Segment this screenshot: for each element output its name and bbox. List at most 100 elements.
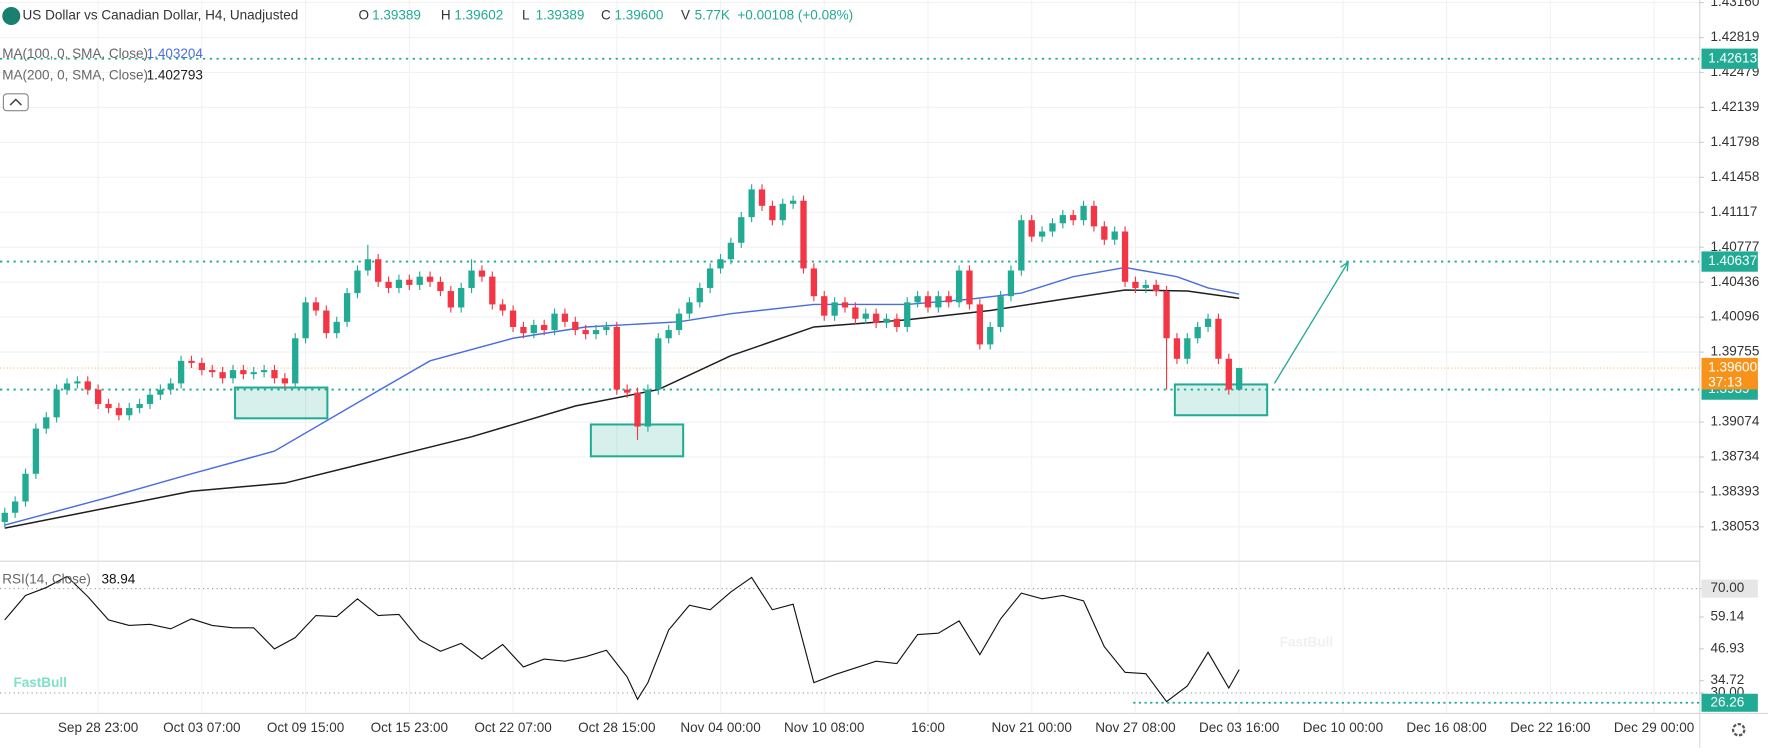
candle-body: [406, 279, 413, 285]
candle-body: [94, 389, 102, 404]
y-tick-label: 1.40096: [1710, 309, 1759, 324]
candle-body: [592, 330, 600, 335]
candle-body: [292, 338, 299, 384]
candle-body: [63, 383, 71, 390]
candle-body: [1184, 338, 1191, 359]
axes: Sep 28 23:00 Oct 03 07:00 Oct 09 15:00 Oct …: [58, 0, 1760, 735]
x-tick-label: Nov 10 08:00: [784, 720, 864, 735]
candle-body: [312, 302, 320, 311]
candle-body: [250, 372, 257, 375]
ma-line: [4, 289, 1240, 529]
candle-body: [115, 408, 123, 416]
y-tick-label: 1.41458: [1710, 169, 1759, 184]
candle-body: [302, 302, 309, 339]
candle-body: [1, 512, 8, 523]
x-tick-label: Sep 28 23:00: [58, 720, 138, 735]
candle-body: [478, 270, 486, 277]
rsi-last: 38.94: [101, 571, 135, 586]
y-tick-label: 1.40436: [1710, 274, 1759, 289]
header-value: 1.39389: [372, 8, 421, 23]
watermark: FastBull: [1280, 634, 1333, 649]
candle-body: [945, 296, 952, 303]
rsi-y-tick-label: 34.72: [1710, 672, 1744, 687]
candle-body: [343, 293, 351, 322]
collapse-button[interactable]: [2, 93, 29, 112]
candle-body: [841, 302, 849, 308]
header-label: V: [681, 8, 690, 23]
candle-body: [1007, 270, 1015, 297]
candle-body: [385, 281, 392, 288]
candle-body: [43, 417, 50, 429]
y-tick-label: 1.42139: [1710, 99, 1759, 114]
candle-body: [198, 362, 206, 371]
x-tick-label: Dec 22 16:00: [1510, 720, 1590, 735]
candle-body: [1121, 231, 1129, 282]
candle-body: [1070, 215, 1077, 221]
candle-body: [240, 370, 247, 375]
candle-body: [509, 310, 517, 327]
y-tick-label: 1.38053: [1710, 518, 1759, 533]
candle-body: [1142, 284, 1149, 288]
candle-body: [976, 304, 984, 345]
candle-body: [655, 338, 662, 390]
candle-body: [167, 383, 174, 390]
candle-body: [489, 276, 496, 305]
candle-body: [22, 473, 29, 502]
candle-body: [613, 326, 620, 390]
header-label: H: [441, 8, 451, 23]
candle-body: [468, 270, 475, 288]
candle-body: [1173, 338, 1181, 359]
header-label: L: [522, 8, 530, 23]
candle-body: [437, 281, 444, 292]
x-tick-label: Dec 16 08:00: [1406, 720, 1486, 735]
candle-body: [1028, 220, 1035, 237]
x-tick-label: Nov 04 00:00: [680, 720, 760, 735]
rsi-y-tick-label: 59.14: [1710, 609, 1744, 624]
ma-legend-name: MA(200, 0, SMA, Close): [2, 67, 148, 82]
candle-body: [1225, 358, 1232, 390]
candle-body: [603, 326, 610, 331]
x-tick-label: 16:00: [911, 720, 945, 735]
x-tick-label: Oct 09 15:00: [267, 720, 344, 735]
x-tick-label: Nov 21 00:00: [992, 720, 1072, 735]
candle-body: [1163, 291, 1170, 339]
candle-body: [883, 318, 890, 323]
rsi-marker-label: 26.26: [1710, 694, 1744, 709]
candle-body: [1132, 281, 1139, 288]
candle-body: [209, 370, 216, 373]
candle-body: [924, 296, 932, 308]
rsi-title: RSI(14, Close): [2, 571, 91, 586]
candle-body: [1111, 231, 1118, 240]
candle-body: [893, 318, 901, 327]
rsi-y-tick-label: 46.93: [1710, 640, 1744, 655]
header-value: 1.39602: [454, 8, 503, 23]
candle-body: [572, 321, 579, 331]
header-value: 1.39600: [615, 8, 664, 23]
rsi-tick-box: [1701, 579, 1758, 598]
candle-body: [810, 268, 818, 297]
candle-body: [447, 291, 454, 308]
candle-body: [1018, 220, 1025, 271]
candle-body: [32, 428, 40, 474]
y-tick-label: 1.40777: [1710, 239, 1759, 254]
ma-legend-value: 1.403204: [147, 46, 204, 61]
rsi-marker-box: [1701, 693, 1758, 712]
header-label: C: [601, 8, 611, 23]
candle-body: [426, 276, 434, 282]
settings-icon[interactable]: [1731, 722, 1746, 737]
rsi-y-tick-label: 70.00: [1710, 580, 1744, 595]
y-tick-label: 1.38734: [1710, 449, 1759, 464]
candle-body: [11, 501, 19, 513]
candle-body: [1038, 231, 1046, 237]
candle-body: [769, 205, 776, 221]
y-tick-label: 1.42819: [1710, 29, 1759, 44]
level-label: 1.42613: [1708, 50, 1757, 65]
arrow-line: [1273, 261, 1349, 384]
candle-body: [665, 330, 672, 339]
candle-body: [53, 389, 60, 418]
candle-body: [541, 324, 548, 331]
candle-body: [582, 330, 589, 335]
